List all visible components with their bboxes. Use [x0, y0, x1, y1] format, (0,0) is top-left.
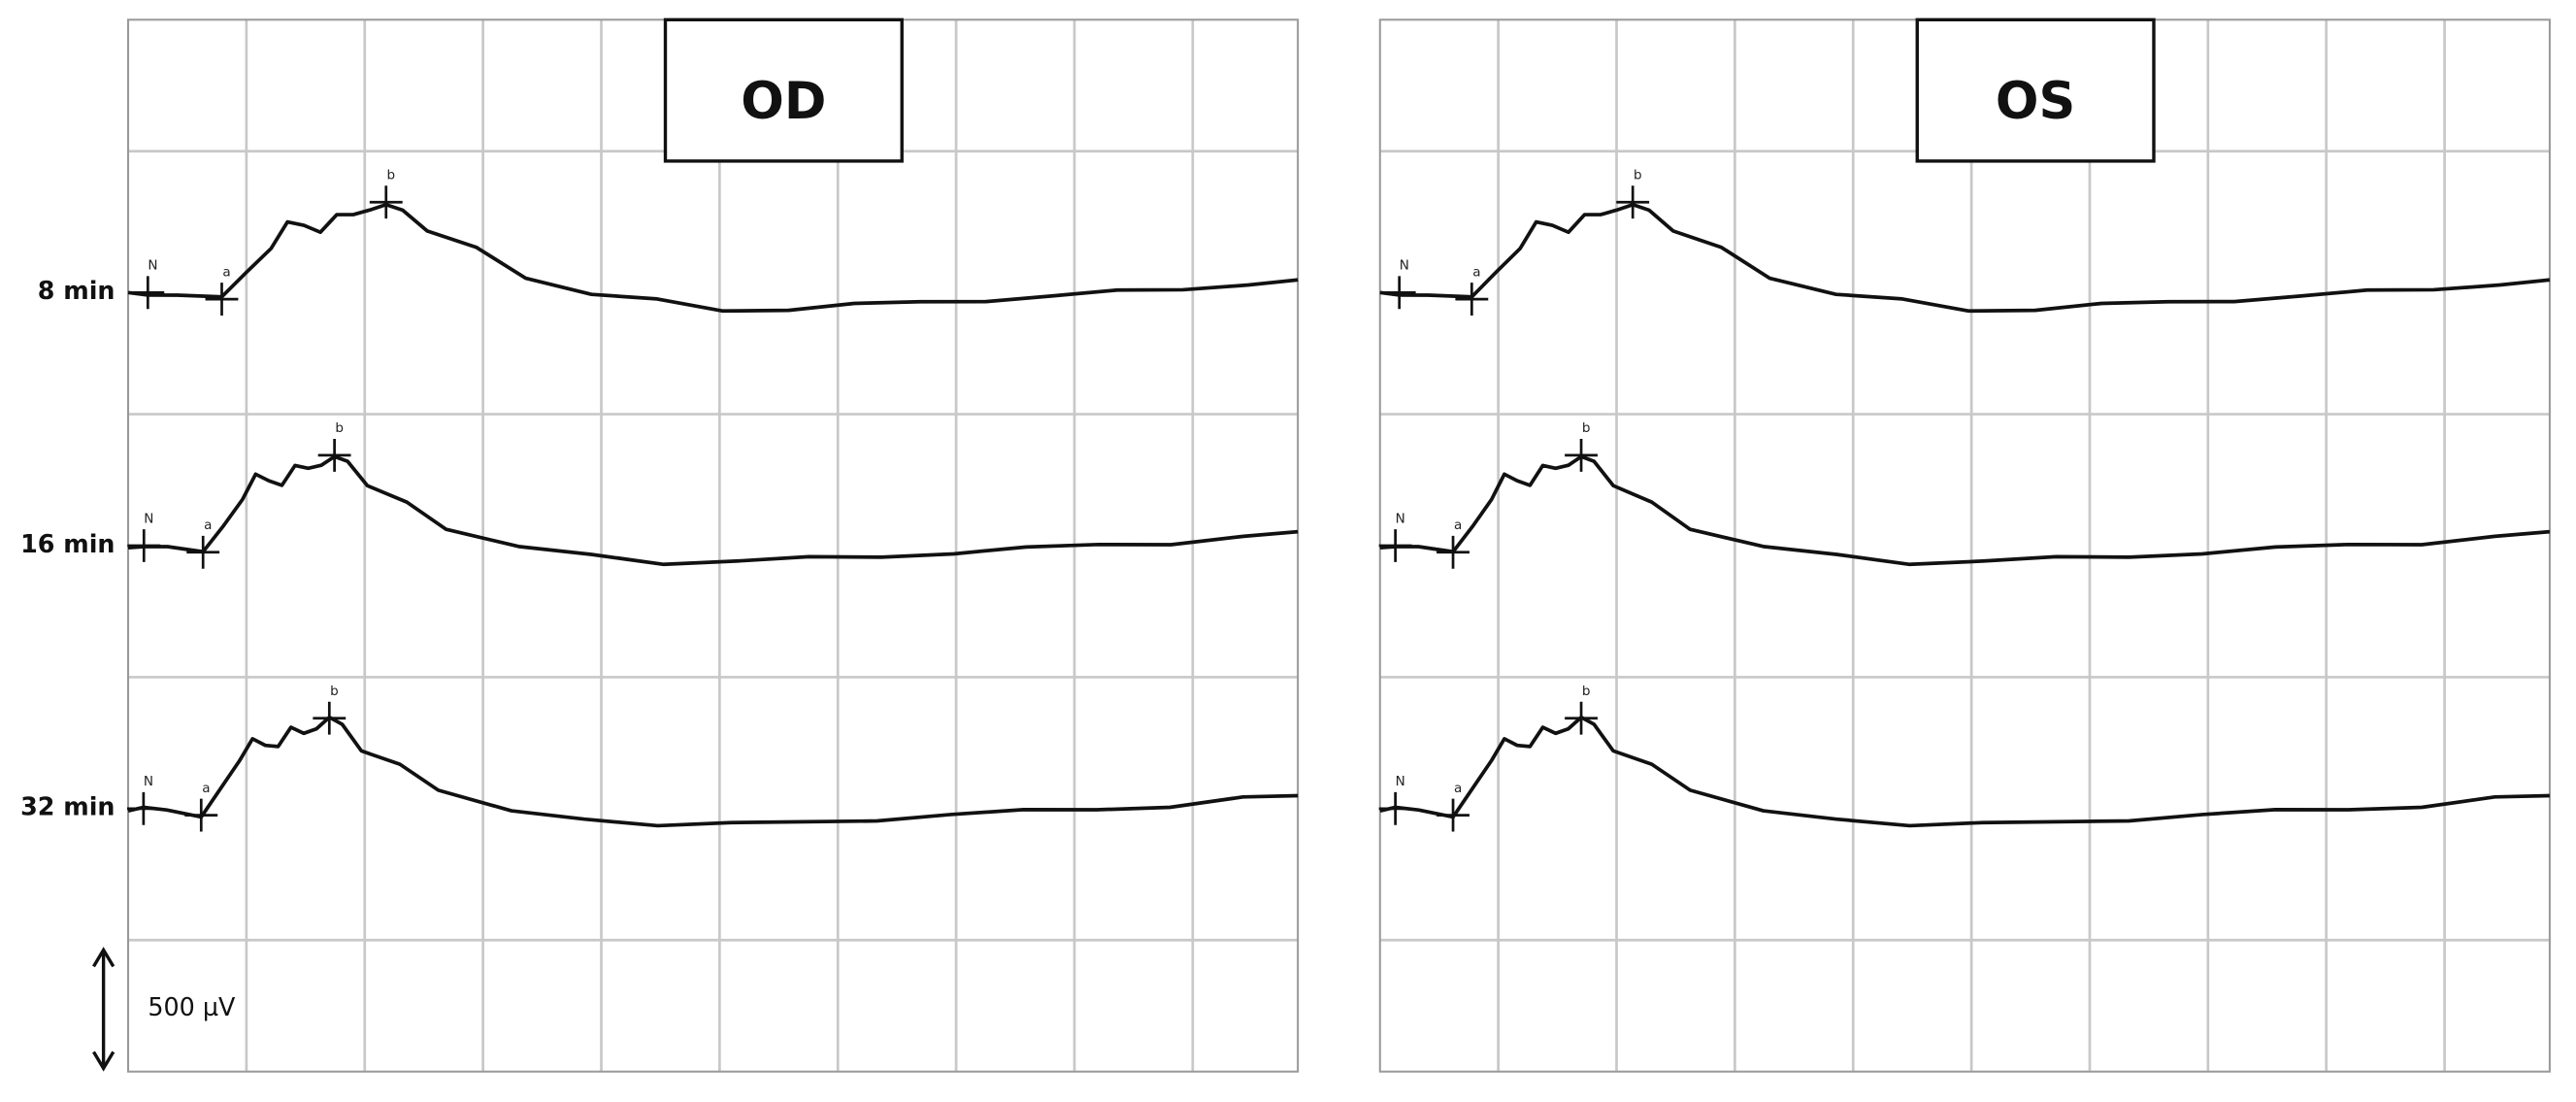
marker-cross: [1437, 535, 1470, 569]
row-label: 16 min: [20, 529, 115, 558]
marker-cross: [186, 535, 220, 569]
erg-trace: [127, 454, 1299, 567]
marker-cross: [1616, 185, 1650, 219]
title-box: [1915, 17, 2156, 163]
erg-trace: [127, 715, 1299, 828]
marker-cross: [1565, 438, 1598, 472]
erg-trace: [1379, 202, 2551, 314]
marker-cross: [317, 438, 351, 472]
erg-trace: [127, 202, 1299, 314]
marker-label: a: [1472, 264, 1480, 280]
marker-cross: [369, 185, 403, 219]
marker-cross: [131, 276, 165, 310]
marker-cross: [1565, 701, 1598, 735]
panel-title: OD: [741, 72, 826, 131]
marker-cross: [1378, 791, 1412, 825]
marker-label: a: [202, 781, 210, 796]
marker-label: N: [1396, 774, 1405, 789]
grid: [1379, 19, 2550, 1072]
marker-label: a: [1454, 518, 1462, 533]
marker-cross: [126, 791, 160, 825]
marker-label: N: [148, 258, 157, 274]
scale-label: 500 µV: [148, 992, 236, 1021]
marker-label: b: [335, 420, 344, 436]
marker-label: N: [1396, 511, 1405, 526]
marker-label: b: [330, 684, 339, 699]
marker-label: a: [1454, 781, 1462, 796]
marker-cross: [1437, 798, 1470, 832]
marker-label: N: [1400, 258, 1409, 274]
marker-cross: [313, 701, 347, 735]
title-box: [663, 17, 904, 163]
marker-label: b: [1582, 684, 1591, 699]
marker-cross: [1378, 529, 1412, 562]
marker-label: N: [144, 774, 153, 789]
marker-label: a: [222, 264, 230, 280]
marker-label: N: [144, 511, 153, 526]
marker-label: a: [204, 518, 212, 533]
marker-label: b: [387, 168, 396, 184]
row-label: 32 min: [20, 792, 115, 821]
panel-title: OS: [1996, 72, 2075, 131]
marker-cross: [127, 529, 161, 562]
marker-cross: [205, 283, 239, 317]
erg-trace: [1379, 715, 2550, 828]
row-label: 8 min: [38, 276, 116, 305]
marker-cross: [184, 798, 218, 832]
marker-label: b: [1634, 168, 1642, 184]
marker-label: b: [1582, 420, 1591, 436]
erg-trace: [1379, 454, 2551, 567]
marker-cross: [1382, 276, 1416, 310]
scale-arrows: [92, 947, 116, 1072]
marker-cross: [1455, 283, 1489, 317]
